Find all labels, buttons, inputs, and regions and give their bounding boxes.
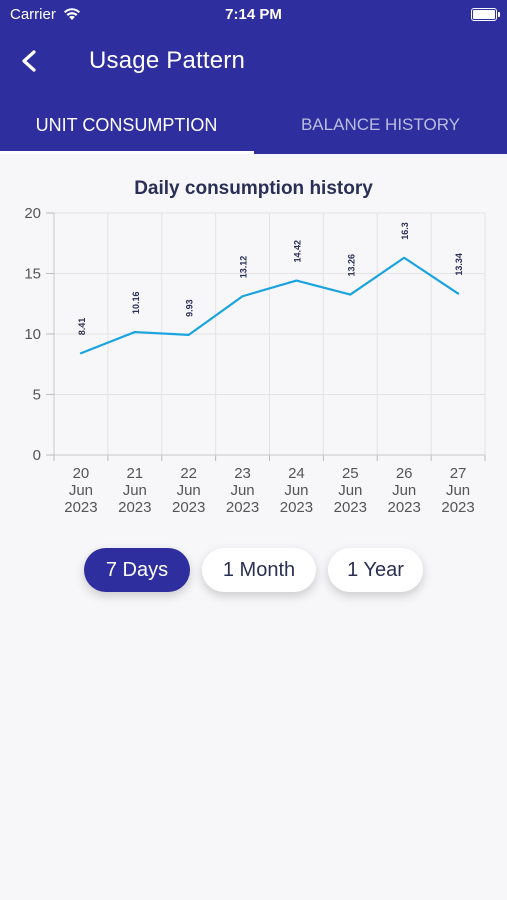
wifi-icon	[64, 8, 80, 20]
data-label: 16.3	[400, 222, 410, 240]
x-tick-label: 26	[396, 465, 413, 482]
data-label: 13.34	[454, 253, 464, 276]
data-label: 9.93	[185, 299, 195, 317]
period-selector: 7 Days 1 Month 1 Year	[0, 548, 507, 594]
x-tick-label: 2023	[280, 499, 313, 516]
tab-unit-consumption[interactable]: UNIT CONSUMPTION	[35, 115, 218, 135]
consumption-chart: Daily consumption history 0 5 10 15 20 20 Jun 2…	[0, 170, 507, 530]
x-tick-label: 21	[126, 465, 143, 482]
x-tick-label: 27	[450, 465, 467, 482]
x-tick-label: Jun	[177, 482, 201, 499]
one-month-button[interactable]: 1 Month	[202, 548, 316, 592]
seven-days-button[interactable]: 7 Days	[84, 548, 190, 592]
x-tick-label: 2023	[441, 499, 474, 516]
data-label: 13.26	[346, 254, 356, 277]
x-tick-label: Jun	[338, 482, 362, 499]
series-line	[79, 256, 460, 355]
y-tick-label: 10	[24, 326, 41, 343]
data-label: 8.41	[77, 318, 87, 336]
x-tick-label: 23	[234, 465, 251, 482]
x-tick-label: Jun	[230, 482, 254, 499]
line-chart: 0510152020Jun202321Jun202322Jun202323Jun…	[24, 205, 486, 516]
y-tick-label: 0	[33, 447, 41, 464]
x-tick-label: Jun	[284, 482, 308, 499]
x-tick-label: Jun	[392, 482, 416, 499]
x-tick-label: Jun	[123, 482, 147, 499]
clock: 7:14 PM	[225, 6, 282, 23]
y-tick-label: 15	[24, 266, 41, 283]
tab-bar: UNIT CONSUMPTION BALANCE HISTORY	[0, 94, 507, 154]
data-label: 13.12	[239, 256, 249, 279]
x-tick-label: 2023	[334, 499, 367, 516]
x-tick-label: 25	[342, 465, 359, 482]
chart-title: Daily consumption history	[134, 178, 373, 199]
y-tick-label: 20	[24, 205, 41, 222]
navigation-bar: Usage Pattern	[0, 30, 507, 94]
status-bar: Carrier 7:14 PM	[0, 0, 507, 30]
x-tick-label: 2023	[226, 499, 259, 516]
x-tick-label: 24	[288, 465, 305, 482]
x-tick-label: 20	[73, 465, 90, 482]
one-year-button[interactable]: 1 Year	[328, 548, 423, 592]
tab-balance-history[interactable]: BALANCE HISTORY	[300, 115, 461, 134]
x-tick-label: 2023	[64, 499, 97, 516]
data-label: 14.42	[292, 240, 302, 263]
x-tick-label: 2023	[388, 499, 421, 516]
back-button[interactable]	[14, 44, 50, 80]
x-tick-label: Jun	[69, 482, 93, 499]
battery-icon	[471, 8, 500, 21]
page-title: Usage Pattern	[89, 47, 246, 74]
y-tick-label: 5	[33, 387, 41, 404]
x-tick-label: 2023	[172, 499, 205, 516]
carrier-label: Carrier	[10, 6, 56, 23]
data-label: 10.16	[131, 292, 141, 315]
x-tick-label: 22	[180, 465, 197, 482]
x-tick-label: Jun	[446, 482, 470, 499]
x-tick-label: 2023	[118, 499, 151, 516]
active-tab-indicator	[0, 151, 254, 154]
chevron-left-icon	[22, 50, 36, 72]
